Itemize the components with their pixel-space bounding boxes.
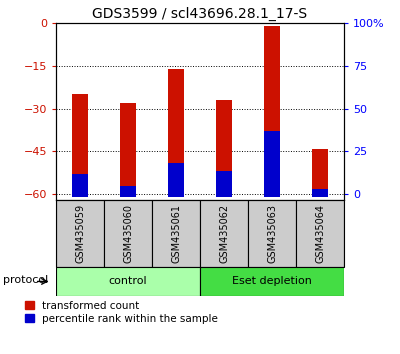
Text: GSM435059: GSM435059: [75, 204, 85, 263]
Bar: [200, 200, 248, 267]
Bar: [72, 174, 88, 197]
Bar: [216, 171, 232, 197]
Text: GSM435062: GSM435062: [219, 204, 229, 263]
Text: GSM435064: GSM435064: [315, 204, 325, 263]
Bar: [296, 200, 344, 267]
Text: GSM435063: GSM435063: [267, 204, 277, 263]
Title: GDS3599 / scl43696.28.1_17-S: GDS3599 / scl43696.28.1_17-S: [92, 6, 308, 21]
Bar: [312, 149, 328, 197]
Text: Eset depletion: Eset depletion: [232, 276, 312, 286]
Bar: [216, 100, 232, 197]
Legend: transformed count, percentile rank within the sample: transformed count, percentile rank withi…: [25, 301, 218, 324]
Bar: [248, 200, 296, 267]
Bar: [152, 200, 200, 267]
Text: protocol: protocol: [3, 275, 48, 285]
Text: GSM435060: GSM435060: [123, 204, 133, 263]
Bar: [264, 131, 280, 197]
Bar: [312, 189, 328, 197]
Bar: [56, 267, 200, 296]
Bar: [56, 200, 104, 267]
Bar: [200, 267, 344, 296]
Text: GSM435061: GSM435061: [171, 204, 181, 263]
Bar: [120, 103, 136, 197]
Bar: [72, 95, 88, 197]
Bar: [120, 186, 136, 197]
Bar: [264, 26, 280, 197]
Bar: [168, 69, 184, 197]
Bar: [168, 163, 184, 197]
Text: control: control: [109, 276, 147, 286]
Bar: [104, 200, 152, 267]
